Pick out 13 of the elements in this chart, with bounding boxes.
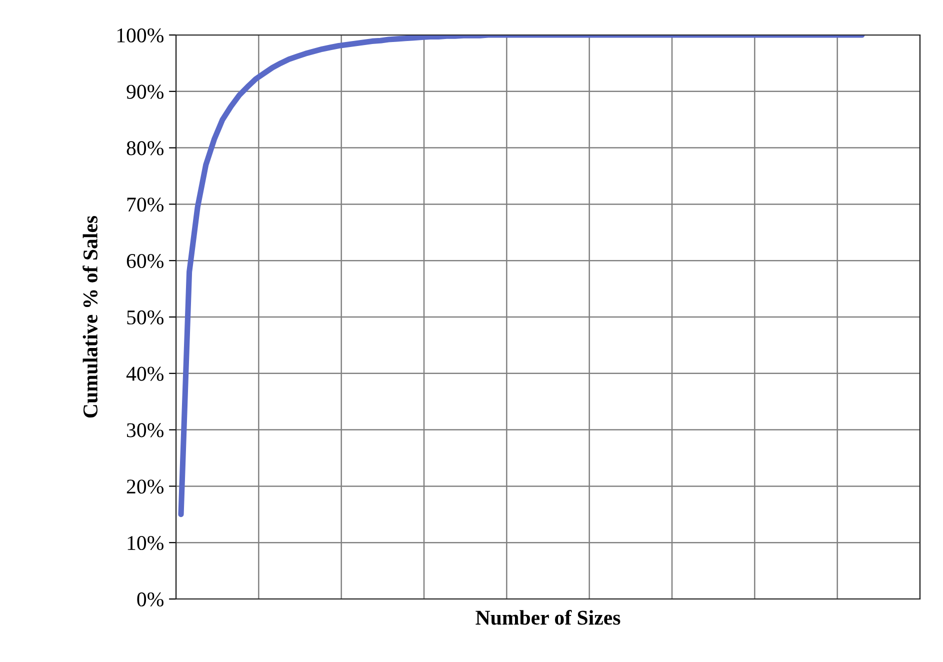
y-tick-label: 20% xyxy=(126,480,164,494)
y-tick-label: 60% xyxy=(126,254,164,268)
y-tick-label: 10% xyxy=(128,536,164,550)
y-tick-label: 90% xyxy=(126,84,164,99)
x-axis-title: Number of Sizes xyxy=(476,610,620,625)
y-tick-label: 50% xyxy=(127,310,164,324)
y-tick-label: 30% xyxy=(127,423,164,438)
y-tick-label: 80% xyxy=(126,141,164,156)
y-tick-label: 40% xyxy=(126,366,164,381)
y-tick-label: 100% xyxy=(117,28,164,42)
y-tick-label: 0% xyxy=(137,592,164,606)
y-tick-label: 70% xyxy=(127,198,164,212)
y-axis-title: Cumulative % of Sales xyxy=(82,216,98,418)
